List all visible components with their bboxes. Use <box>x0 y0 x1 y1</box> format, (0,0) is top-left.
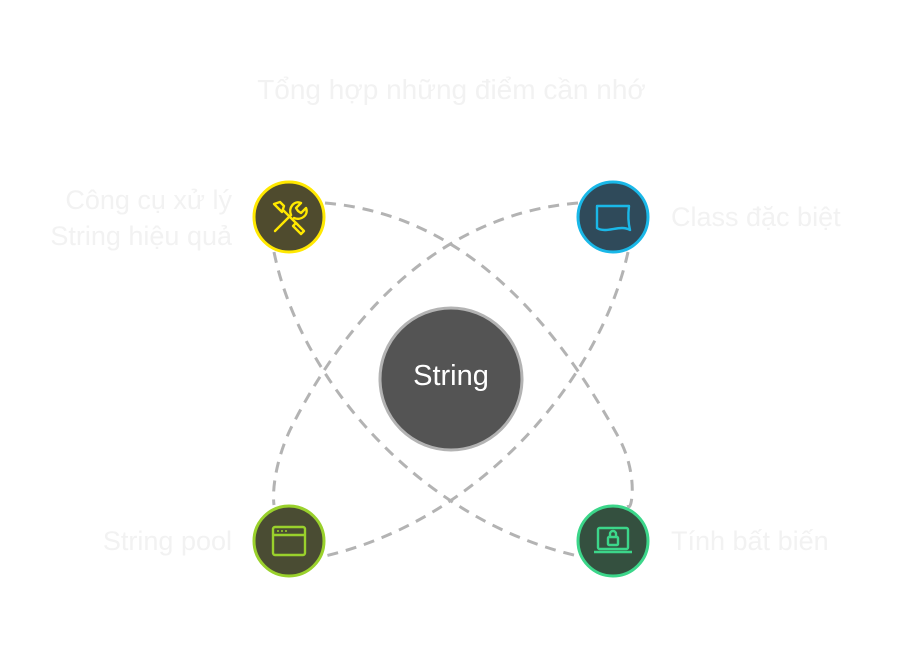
connector-arc-tools-to-immutable-2 <box>272 251 579 558</box>
node-immutable <box>576 504 650 578</box>
node-label-tools-line-1: Công cụ xử lý <box>65 185 232 215</box>
node-label-pool-line-1: String pool <box>102 526 232 556</box>
center-node-label: String <box>413 360 489 392</box>
center-node-circle <box>378 306 524 452</box>
connector-arc-tools-to-immutable <box>324 201 634 509</box>
diagram-title: Tổng hợp những điểm cần nhớ <box>257 74 646 105</box>
node-tools <box>252 180 326 254</box>
node-label-pool: String pool <box>20 523 232 559</box>
node-label-class: Class đặc biệt <box>671 199 891 235</box>
node-label-tools: Công cụ xử lý String hiệu quả <box>20 182 232 254</box>
connector-arc-class-to-pool-2 <box>324 251 630 558</box>
tools-icon <box>272 200 308 236</box>
node-label-class-line-1: Class đặc biệt <box>671 202 841 232</box>
connector-arc-class-to-pool <box>272 201 579 506</box>
node-label-tools-line-2: String hiệu quả <box>50 221 232 251</box>
node-class <box>576 180 650 254</box>
laptop-lock-icon <box>594 526 632 554</box>
document-icon <box>595 204 632 232</box>
node-pool <box>252 504 326 578</box>
node-label-immutable-line-1: Tính bất biến <box>671 526 829 556</box>
browser-window-icon <box>271 525 307 557</box>
node-label-immutable: Tính bất biến <box>671 523 891 559</box>
